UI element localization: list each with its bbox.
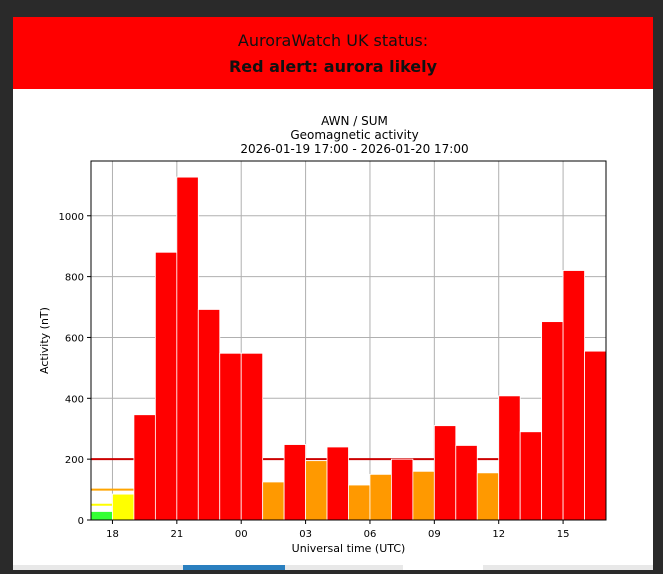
activity-bar-overlay [326, 446, 349, 521]
y-tick-label: 600 [65, 333, 84, 344]
y-tick-label: 0 [78, 516, 84, 527]
status-panel: AuroraWatch UK status: Red alert: aurora… [13, 17, 653, 570]
status-heading: AuroraWatch UK status: [237, 31, 429, 50]
activity-bar-overlay [455, 445, 478, 521]
activity-chart-svg: 18 21 00 03 06 09 12 15 0 200 400 600 800 1000 AWN / … [38, 114, 607, 555]
y-tick-label: 400 [65, 394, 84, 405]
activity-bar-overlay [112, 493, 135, 521]
activity-bar-overlay [476, 472, 500, 521]
x-tick-label: 03 [299, 529, 312, 540]
x-tick-label: 12 [492, 529, 505, 540]
footer-strip [13, 565, 653, 570]
activity-bar-overlay [562, 270, 585, 521]
x-axis-label: Universal time (UTC) [292, 542, 406, 555]
activity-bar-overlay [154, 251, 178, 521]
activity-bar-overlay [219, 352, 242, 521]
activity-bar-overlay [283, 444, 306, 521]
activity-bar-overlay [369, 473, 392, 521]
status-banner: AuroraWatch UK status: Red alert: aurora… [13, 17, 653, 89]
activity-bar-overlay [584, 350, 607, 521]
status-alert-text: Red alert: aurora likely [228, 57, 438, 76]
activity-bar-overlay [498, 395, 521, 521]
activity-bar-overlay [197, 309, 221, 521]
activity-bar-overlay [391, 458, 414, 521]
x-tick-label: 06 [364, 529, 377, 540]
activity-bar-overlay [519, 431, 543, 521]
x-tick-label: 18 [106, 529, 119, 540]
activity-bar-overlay [541, 321, 564, 521]
chart-title-line: 2026-01-19 17:00 - 2026-01-20 17:00 [240, 142, 468, 156]
activity-chart: 18 21 00 03 06 09 12 15 0 200 400 600 800 1000 AWN / … [13, 17, 653, 574]
y-axis-label: Activity (nT) [38, 307, 51, 374]
footer-segment [403, 565, 483, 570]
activity-bar-overlay [305, 460, 328, 521]
activity-bar-overlay [90, 511, 113, 521]
y-tick-label: 200 [65, 455, 84, 466]
activity-bar-overlay [262, 481, 285, 521]
activity-bar-overlay [412, 470, 435, 521]
y-tick-label: 1000 [59, 212, 84, 223]
activity-bar-overlay [433, 425, 457, 521]
x-tick-label: 00 [235, 529, 248, 540]
x-tick-label: 09 [428, 529, 441, 540]
activity-bar-overlay [176, 176, 199, 521]
activity-bar-overlay [348, 484, 371, 521]
y-tick-label: 800 [65, 273, 84, 284]
footer-segment [183, 565, 285, 570]
plot-area-frame [90, 160, 607, 521]
chart-title-line: Geomagnetic activity [290, 128, 418, 142]
x-tick-label: 21 [170, 529, 183, 540]
activity-bar-overlay [133, 414, 156, 521]
activity-bar-overlay [240, 352, 264, 521]
x-tick-label: 15 [557, 529, 570, 540]
chart-title-line: AWN / SUM [321, 114, 388, 128]
